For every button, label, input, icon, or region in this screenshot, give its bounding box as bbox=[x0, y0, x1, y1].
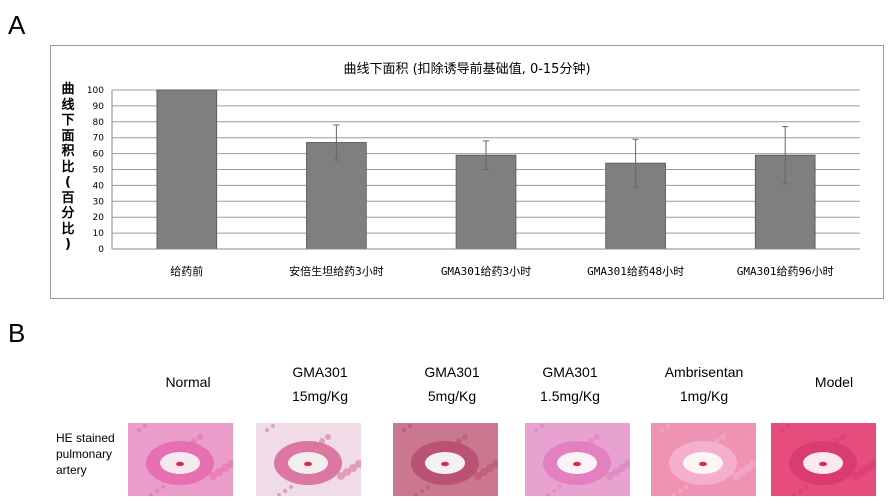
he-micrograph bbox=[256, 423, 361, 496]
sample-dose: 1.5mg/Kg bbox=[540, 388, 600, 404]
y-tick-label: 30 bbox=[93, 197, 105, 207]
he-micrograph bbox=[651, 423, 756, 496]
sample-name: GMA301 bbox=[424, 364, 480, 380]
y-tick-label: 100 bbox=[87, 86, 104, 96]
y-tick-label: 70 bbox=[93, 134, 105, 144]
y-tick-label: 80 bbox=[93, 118, 105, 128]
sample-dose: 15mg/Kg bbox=[291, 388, 349, 404]
sample-name: GMA301 bbox=[542, 364, 598, 380]
row-label: HE stained pulmonary artery bbox=[56, 430, 136, 478]
sample-name: Model bbox=[814, 374, 854, 390]
y-tick-label: 90 bbox=[93, 102, 105, 112]
panel-b-label: B bbox=[8, 318, 26, 348]
y-axis-label-char: 比 bbox=[61, 221, 75, 237]
bar bbox=[156, 89, 218, 250]
y-tick-label: 20 bbox=[93, 213, 105, 223]
y-tick-label: 10 bbox=[93, 229, 105, 239]
he-micrograph bbox=[771, 423, 876, 496]
y-axis-label-char: ) bbox=[65, 237, 71, 252]
row-label-line: artery bbox=[56, 463, 87, 477]
y-axis-label-char: 积 bbox=[61, 144, 75, 159]
sample-header: Ambrisentan 1mg/Kg bbox=[644, 360, 764, 408]
sample-header: GMA301 1.5mg/Kg bbox=[510, 360, 630, 408]
category-label: 安倍生坦给药3小时 bbox=[289, 264, 384, 278]
sample-header: Normal bbox=[128, 370, 248, 394]
sample-header: Model bbox=[774, 370, 890, 394]
bar-chart: 0 10 20 30 40 50 60 70 80 90 100 给药前 安倍生坦给药3小时 GMA301… bbox=[87, 86, 860, 278]
chart-title: 曲线下面积 (扣除诱导前基础值, 0-15分钟) bbox=[343, 62, 591, 77]
sample-dose: 5mg/Kg bbox=[427, 388, 477, 404]
he-micrograph bbox=[525, 423, 630, 496]
sample-dose: 1mg/Kg bbox=[679, 388, 729, 404]
y-axis-label-char: 线 bbox=[61, 97, 75, 113]
y-tick-label: 0 bbox=[98, 245, 104, 255]
row-label-line: pulmonary bbox=[56, 447, 113, 461]
category-label: 给药前 bbox=[170, 264, 203, 278]
sample-name: Ambrisentan bbox=[664, 364, 744, 380]
y-tick-label: 60 bbox=[93, 150, 105, 160]
y-axis-label-char: 分 bbox=[61, 206, 75, 221]
y-axis-label-char: 下 bbox=[61, 113, 75, 128]
panel-a-label: A bbox=[8, 10, 26, 40]
y-axis-label-char: 面 bbox=[61, 128, 75, 144]
category-label: GMA301给药48小时 bbox=[587, 265, 684, 278]
y-axis-label: 曲线下面积比(百分比) bbox=[60, 82, 76, 253]
row-label-line: HE stained bbox=[56, 431, 115, 445]
y-axis-label-char: 曲 bbox=[61, 82, 75, 97]
he-micrograph bbox=[128, 423, 233, 496]
category-label: GMA301给药3小时 bbox=[441, 265, 531, 278]
sample-header: GMA301 15mg/Kg bbox=[260, 360, 380, 408]
sample-name: Normal bbox=[165, 374, 211, 390]
y-tick-label: 50 bbox=[93, 166, 105, 176]
sample-name: GMA301 bbox=[292, 364, 348, 380]
category-label: GMA301给药96小时 bbox=[737, 265, 834, 278]
he-micrograph bbox=[393, 423, 498, 496]
y-axis-label-char: ( bbox=[65, 175, 71, 190]
sample-header: GMA301 5mg/Kg bbox=[392, 360, 512, 408]
y-axis-label-char: 比 bbox=[61, 159, 75, 175]
y-tick-label: 40 bbox=[93, 181, 105, 191]
y-axis-label-char: 百 bbox=[61, 190, 75, 206]
